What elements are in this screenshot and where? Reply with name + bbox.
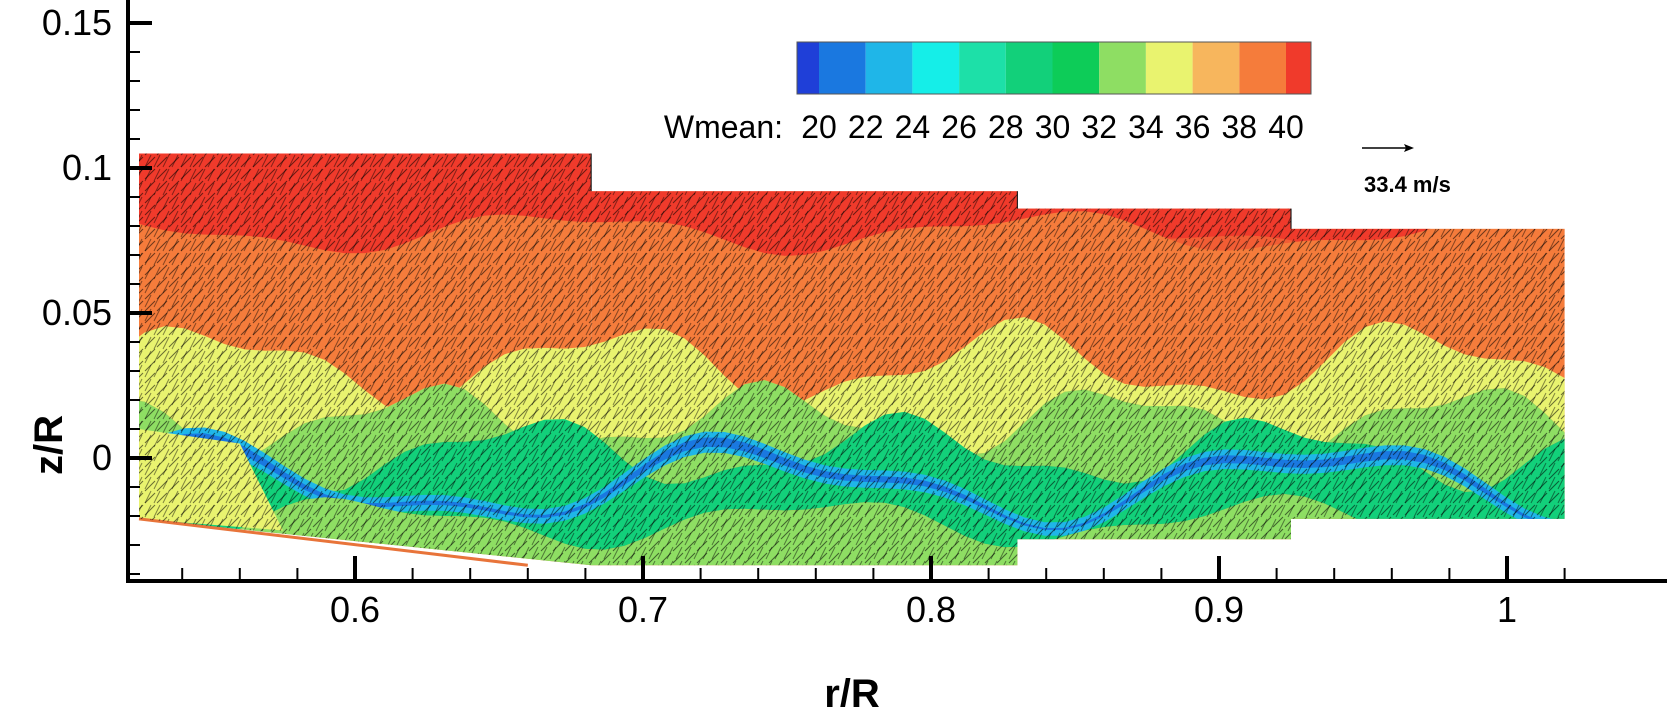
- legend-level-label: 34: [1128, 109, 1164, 145]
- y-axis-title: z/R: [27, 415, 71, 475]
- legend-swatch: [1099, 42, 1146, 94]
- legend-swatch: [1192, 42, 1240, 94]
- legend-swatches: [796, 41, 1312, 95]
- reference-vector: 33.4 m/s: [1362, 144, 1451, 197]
- x-tick-label: 0.7: [618, 589, 668, 630]
- x-ticks: [181, 556, 1566, 581]
- y-tick-label: 0.05: [42, 292, 112, 333]
- legend-level-label: 22: [848, 109, 884, 145]
- legend-labels: 20 22 24 26 28 30 32 34 36 38 40: [801, 109, 1304, 145]
- x-tick-label: 0.6: [330, 589, 380, 630]
- y-tick-label: 0: [92, 437, 112, 478]
- legend-level-label: 38: [1222, 109, 1258, 145]
- legend-swatch: [912, 42, 960, 94]
- legend-level-label: 24: [895, 109, 931, 145]
- legend-level-label: 36: [1175, 109, 1211, 145]
- legend-swatch: [819, 42, 866, 94]
- x-tick-label: 1: [1497, 589, 1517, 630]
- y-tick-label: 0.15: [42, 2, 112, 43]
- legend-level-label: 20: [801, 109, 837, 145]
- legend-title: Wmean:: [664, 109, 783, 145]
- legend-level-label: 30: [1035, 109, 1071, 145]
- x-tick-labels: 0.6 0.7 0.8 0.9 1: [330, 589, 1517, 630]
- legend-level-label: 26: [941, 109, 977, 145]
- legend-swatch: [1239, 42, 1286, 94]
- blade-surface-line: [138, 517, 528, 567]
- x-axis-title: r/R: [824, 672, 880, 707]
- y-ticks: [128, 21, 152, 575]
- legend-swatch: [865, 42, 913, 94]
- legend-swatch: [797, 42, 819, 94]
- legend-swatch: [1005, 42, 1053, 94]
- legend-swatch: [959, 42, 1006, 94]
- legend-swatch: [1052, 42, 1100, 94]
- x-tick-label: 0.8: [906, 589, 956, 630]
- legend-level-label: 28: [988, 109, 1024, 145]
- color-legend: Wmean: 20 22 24 26 28 30 32 34 36 38 40: [664, 41, 1312, 145]
- reference-arrowhead-icon: [1404, 144, 1414, 152]
- legend-level-label: 40: [1268, 109, 1304, 145]
- axes: 0.6 0.7 0.8 0.9 1 0 0.05 0.1 0.15 r/R z/R: [27, 0, 1667, 707]
- velocity-vector-field: [139, 153, 1565, 566]
- x-tick-label: 0.9: [1194, 589, 1244, 630]
- legend-swatch: [1145, 42, 1193, 94]
- y-tick-labels: 0 0.05 0.1 0.15: [42, 2, 112, 478]
- legend-level-label: 32: [1081, 109, 1117, 145]
- y-tick-label: 0.1: [62, 147, 112, 188]
- reference-vector-label: 33.4 m/s: [1364, 172, 1451, 197]
- legend-frame: [796, 41, 1312, 95]
- vector-hatch-b: [139, 153, 1565, 566]
- legend-swatch: [1286, 42, 1311, 94]
